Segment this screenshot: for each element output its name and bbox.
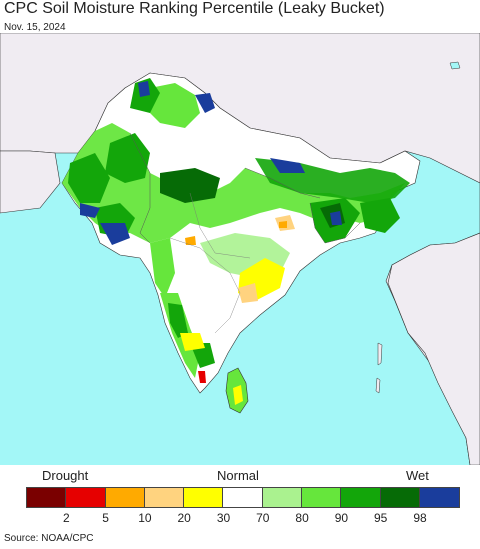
legend-swatch <box>419 488 460 507</box>
legend-normal-label: Normal <box>217 468 259 483</box>
nicobar-islands <box>375 377 381 394</box>
legend-swatch <box>262 488 303 507</box>
legend-tick-label: 98 <box>413 511 427 525</box>
legend-tick-label: 90 <box>334 511 349 525</box>
myanmar-land <box>387 232 480 465</box>
legend-swatch <box>27 488 67 507</box>
map-date: Nov. 15, 2024 <box>4 22 66 33</box>
border-nepal <box>244 167 321 199</box>
legend-swatch <box>105 488 145 507</box>
wet-zone-northeast <box>360 198 400 233</box>
dry-zone-karnataka <box>180 333 205 351</box>
legend-color-bar <box>26 487 461 508</box>
legend-swatch <box>302 488 342 507</box>
legend-tick-label: 20 <box>177 511 191 525</box>
legend-drought-label: Drought <box>42 468 89 483</box>
legend-tick-label: 30 <box>216 511 231 525</box>
andaman-islands <box>377 342 383 366</box>
very-wet-zone-punjab <box>160 168 220 203</box>
wet-extreme-kashmir <box>195 93 215 113</box>
legend-wet-label: Wet <box>406 468 429 483</box>
state-borders <box>169 237 241 334</box>
legend-tick-label: 2 <box>62 511 70 525</box>
iran-land <box>0 150 61 214</box>
wet-extreme-sindh <box>100 223 130 245</box>
border-bangladesh <box>309 202 361 244</box>
border-pakistan-india <box>129 132 151 244</box>
state-borders-north <box>189 192 251 259</box>
drought-zone-south <box>198 371 206 383</box>
wet-extreme-north <box>138 81 150 97</box>
dry-zone-rajasthan <box>185 236 196 245</box>
legend-swatch <box>184 488 224 507</box>
wet-extreme-nepal <box>270 158 305 173</box>
wet-extreme-bangladesh <box>330 211 342 225</box>
wet-zone-west <box>68 153 110 203</box>
legend-tick-label: 70 <box>256 511 270 525</box>
legend-swatch <box>144 488 185 507</box>
legend-tick-label: 95 <box>374 511 388 525</box>
lake <box>449 61 461 70</box>
dry-zone-andhra <box>238 283 258 303</box>
sri-lanka-dry <box>233 385 243 405</box>
wet-zone-gujarat <box>150 238 175 298</box>
south-asia-land <box>61 72 421 394</box>
legend-swatch <box>341 488 381 507</box>
legend-tick-label: 80 <box>295 511 309 525</box>
wet-extreme-kutch <box>80 203 100 218</box>
legend-swatch <box>380 488 420 507</box>
legend-tick-label: 5 <box>102 511 109 525</box>
map-panel <box>0 33 480 465</box>
wet-zone-karnataka <box>168 303 188 338</box>
source-note: Source: NOAA/CPC <box>4 533 94 544</box>
soil-moisture-map <box>0 33 480 465</box>
map-title: CPC Soil Moisture Ranking Percentile (Le… <box>4 0 385 17</box>
legend-swatch <box>223 488 263 507</box>
legend-tick-label: 10 <box>138 511 152 525</box>
dry-zone-bihar-core <box>279 221 287 228</box>
legend: Drought Normal Wet 2 5 10 20 30 70 80 90 95 98 <box>0 465 480 530</box>
wet-zone-pakistan <box>105 133 150 183</box>
legend-swatch <box>66 488 106 507</box>
